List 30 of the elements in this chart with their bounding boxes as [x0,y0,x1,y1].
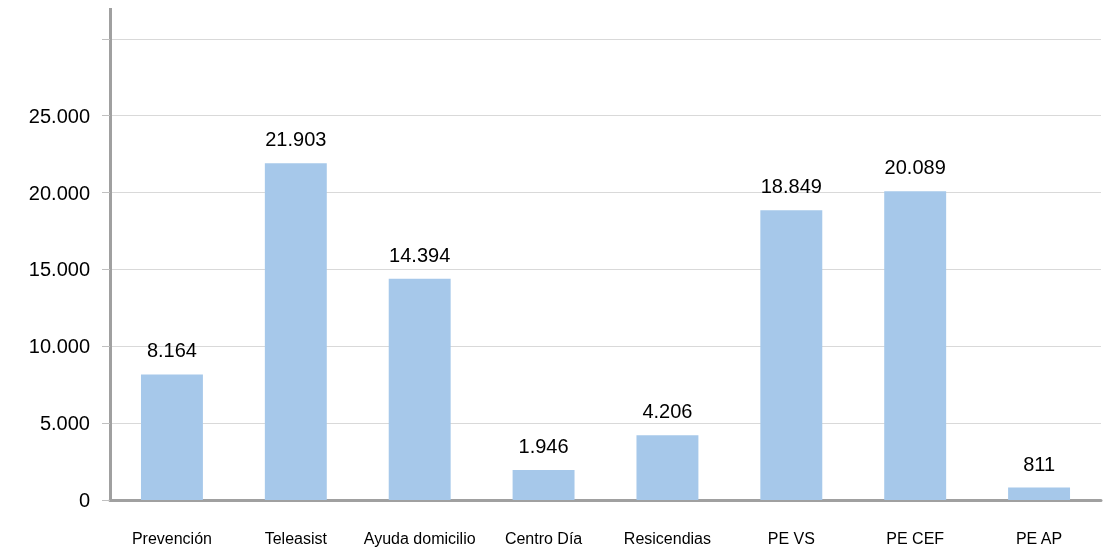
bar [884,191,947,500]
bar [388,278,451,500]
bar [140,374,203,500]
bar [636,435,699,500]
y-tick-label: 25.000 [28,104,90,127]
data-label: 20.089 [884,156,946,179]
x-tick-label: Resicendias [623,529,712,547]
y-tick-label: 15.000 [28,258,90,281]
data-label: 14.394 [389,243,451,266]
data-label: 4.206 [642,400,693,423]
x-tick-label: Prevención [131,529,212,547]
data-label: 1.946 [518,435,569,458]
x-tick-label: Centro Día [504,529,583,547]
data-label: 21.903 [265,128,327,151]
data-label: 18.849 [760,175,822,198]
data-label: 8.164 [146,339,197,362]
y-tick-label: 5.000 [39,412,90,435]
x-tick-label: Teleasist [264,529,328,547]
y-tick-label: 20.000 [28,181,90,204]
y-tick-label: 0 [78,489,90,511]
bar [512,470,575,500]
bar [264,163,327,500]
bar [1008,487,1071,500]
x-tick-label: PE VS [767,529,815,547]
x-tick-label: PE AP [1015,529,1063,547]
bar [760,210,823,500]
x-tick-label: Ayuda domicilio [363,529,476,547]
x-tick-label: PE CEF [886,529,945,547]
data-label: 811 [1023,452,1056,475]
y-tick-label: 10.000 [28,335,90,358]
